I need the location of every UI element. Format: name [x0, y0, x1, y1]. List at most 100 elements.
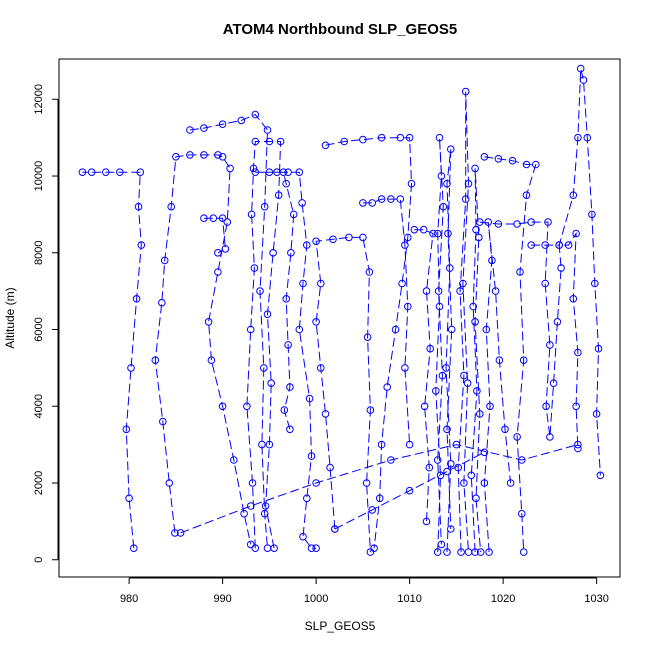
y-tick-label: 2000 — [33, 471, 45, 495]
data-point — [186, 151, 194, 159]
data-point — [569, 295, 578, 303]
data-series — [176, 440, 582, 537]
data-point — [176, 529, 185, 537]
data-point — [226, 164, 234, 173]
data-point — [516, 268, 524, 276]
series-line — [334, 451, 485, 530]
data-point — [274, 191, 283, 199]
data-series — [480, 153, 540, 556]
series-line — [246, 141, 282, 549]
x-axis-label: SLP_GEOS5 — [305, 619, 376, 633]
data-point — [519, 548, 528, 556]
data-point — [265, 137, 274, 146]
data-point — [506, 479, 515, 487]
data-point — [307, 544, 316, 553]
data-point — [243, 402, 251, 411]
data-point — [443, 548, 451, 556]
data-point — [256, 287, 264, 295]
data-point — [480, 153, 489, 161]
data-point — [501, 425, 509, 434]
data-point — [444, 229, 452, 238]
series-line — [82, 171, 142, 549]
data-point — [299, 279, 307, 288]
data-point — [574, 133, 582, 142]
data-point — [460, 371, 468, 380]
data-point — [218, 120, 227, 128]
data-point — [596, 471, 605, 480]
data-point — [200, 151, 208, 159]
data-point — [365, 268, 374, 276]
data-point — [542, 402, 550, 411]
data-point — [317, 279, 325, 288]
data-point — [433, 548, 442, 556]
data-point — [326, 463, 334, 472]
data-point — [295, 168, 304, 176]
y-tick-label: 0 — [33, 557, 45, 563]
data-point — [172, 153, 180, 161]
data-point — [456, 287, 464, 295]
data-series — [251, 168, 320, 553]
data-point — [269, 249, 277, 257]
data-point — [476, 410, 484, 418]
data-point — [494, 220, 503, 228]
data-point — [137, 241, 146, 249]
data-point — [263, 310, 272, 319]
data-point — [368, 506, 377, 514]
data-point — [426, 344, 435, 353]
data-point — [240, 509, 248, 518]
data-point — [273, 168, 281, 176]
data-point — [218, 214, 227, 222]
series-line — [435, 137, 444, 553]
data-point — [368, 199, 377, 207]
data-point — [230, 456, 238, 464]
data-point — [130, 544, 138, 553]
data-point — [574, 444, 582, 453]
data-series — [454, 87, 473, 556]
data-point — [250, 264, 259, 272]
data-point — [553, 318, 562, 326]
data-series — [410, 225, 437, 526]
data-point — [383, 383, 392, 391]
data-point — [289, 210, 298, 219]
data-point — [435, 133, 444, 142]
data-point — [251, 110, 260, 119]
data-point — [246, 325, 255, 334]
data-point — [312, 479, 320, 487]
data-point — [312, 544, 320, 553]
data-point — [284, 341, 292, 349]
data-point — [251, 137, 260, 146]
data-point — [260, 509, 269, 518]
data-point — [442, 364, 450, 372]
data-point — [295, 325, 304, 334]
data-point — [486, 402, 494, 411]
data-point — [370, 544, 378, 553]
series-line — [531, 68, 601, 476]
data-point — [276, 137, 285, 146]
data-point — [396, 195, 405, 203]
data-point — [544, 218, 552, 226]
data-point — [303, 241, 311, 249]
data-point — [464, 548, 473, 556]
data-point — [391, 325, 400, 334]
data-point — [429, 229, 437, 238]
data-point — [480, 479, 489, 487]
x-tick-label: 980 — [120, 593, 138, 605]
data-point — [471, 318, 479, 326]
data-point — [437, 172, 446, 180]
data-point — [359, 233, 367, 242]
data-point — [261, 502, 270, 510]
data-point — [122, 425, 131, 434]
data-point — [482, 325, 491, 334]
data-point — [420, 402, 429, 411]
data-point — [87, 168, 96, 176]
data-point — [513, 220, 521, 228]
data-point — [265, 168, 274, 176]
data-point — [476, 548, 485, 556]
data-point — [488, 256, 496, 265]
data-point — [437, 540, 446, 549]
y-tick-label: 6000 — [33, 317, 45, 341]
series-line — [255, 171, 317, 549]
data-series — [442, 145, 456, 556]
data-point — [260, 364, 268, 372]
data-point — [218, 402, 227, 411]
